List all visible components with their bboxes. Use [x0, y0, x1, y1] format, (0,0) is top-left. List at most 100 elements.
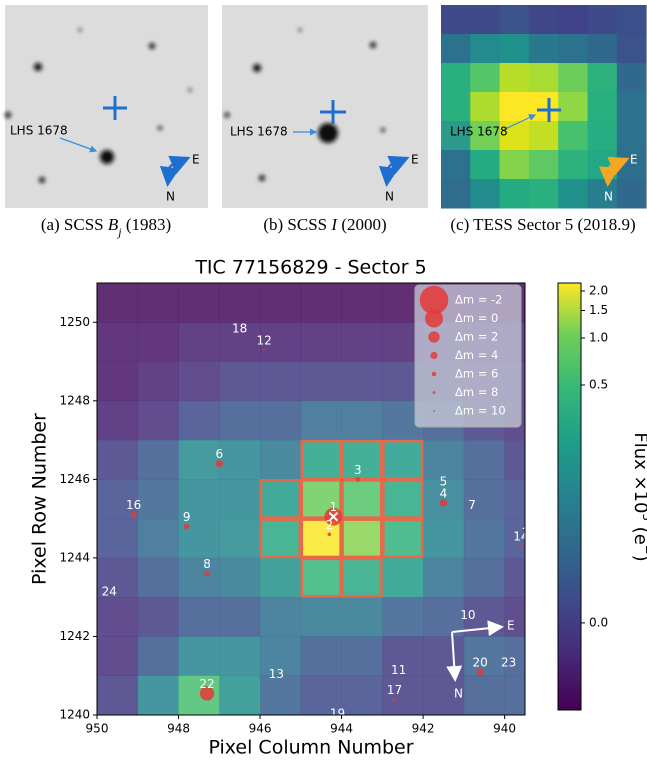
- x-tick-label: 944: [330, 722, 353, 736]
- colorbar-segment: [558, 596, 581, 600]
- pixel: [423, 519, 464, 559]
- star-label: 19: [330, 706, 345, 720]
- colorbar-segment: [558, 607, 581, 611]
- image-pixel: [441, 150, 471, 180]
- star: [263, 349, 265, 351]
- pixel: [97, 440, 138, 480]
- pixel: [342, 636, 383, 676]
- star-label: 12: [256, 333, 271, 347]
- colorbar-segment: [558, 450, 581, 454]
- colorbar-segment: [558, 283, 581, 287]
- image-pixel: [529, 121, 559, 151]
- star: [393, 698, 396, 701]
- pixel: [260, 440, 301, 480]
- colorbar-segment: [558, 294, 581, 298]
- colorbar-segment: [558, 632, 581, 636]
- north-arrow: [608, 167, 609, 182]
- image-pixel: [529, 5, 559, 35]
- image-pixel: [500, 5, 530, 35]
- pixel: [179, 322, 220, 362]
- colorbar-segment: [558, 315, 581, 319]
- image-pixel: [470, 179, 500, 209]
- colorbar-segment: [558, 493, 581, 497]
- x-tick-label: 940: [493, 722, 516, 736]
- east-label: E: [411, 153, 419, 167]
- colorbar-segment: [558, 397, 581, 401]
- legend-label: Δm = 0: [455, 311, 498, 325]
- text-part: (a) SCSS: [41, 215, 108, 234]
- pixel: [342, 676, 383, 716]
- image-pixel: [558, 179, 588, 209]
- pixel: [219, 283, 260, 323]
- colorbar-segment: [558, 436, 581, 440]
- colorbar-segment: [558, 617, 581, 621]
- star-label: 11: [391, 663, 406, 677]
- colorbar-segment: [558, 489, 581, 493]
- pixel: [97, 322, 138, 362]
- pixel: [97, 362, 138, 402]
- pixel: [301, 597, 342, 637]
- pixel: [138, 362, 179, 402]
- pixel: [260, 401, 301, 441]
- colorbar-segment: [558, 390, 581, 394]
- colorbar-segment: [558, 650, 581, 654]
- colorbar-segment: [558, 571, 581, 575]
- image-pixel: [529, 150, 559, 180]
- text-part: −: [641, 545, 647, 555]
- image-pixel: [617, 179, 647, 209]
- pixel: [179, 440, 220, 480]
- colorbar-segment: [558, 443, 581, 447]
- colorbar-segment: [558, 557, 581, 561]
- colorbar-segment: [558, 432, 581, 436]
- pixel: [138, 401, 179, 441]
- image-pixel: [529, 179, 559, 209]
- image-pixel: [470, 92, 500, 122]
- pixel: [138, 636, 179, 676]
- pixel: [382, 440, 423, 480]
- image-pixel: [441, 63, 471, 93]
- pixel: [219, 519, 260, 559]
- colorbar-segment: [558, 628, 581, 632]
- legend-marker: [428, 331, 439, 342]
- colorbar-segment: [558, 311, 581, 315]
- pixel: [301, 558, 342, 598]
- colorbar-segment: [558, 429, 581, 433]
- pixel: [219, 440, 260, 480]
- star: [356, 477, 361, 482]
- image-pixel: [558, 92, 588, 122]
- image-pixel: [441, 34, 471, 64]
- image-pixel: [617, 121, 647, 151]
- colorbar-segment: [558, 525, 581, 529]
- image-pixel: [470, 5, 500, 35]
- star-label: 7: [468, 498, 476, 512]
- colorbar-segment: [558, 521, 581, 525]
- image-pixel: [441, 92, 471, 122]
- colorbar-segment: [558, 343, 581, 347]
- pixel: [97, 676, 138, 716]
- caption-a: (a) SCSS Bj (1983): [41, 215, 171, 239]
- star: [328, 533, 332, 537]
- colorbar-segment: [558, 415, 581, 419]
- north-label: N: [454, 687, 463, 701]
- colorbar-segment: [558, 472, 581, 476]
- legend-label: Δm = 2: [455, 330, 498, 344]
- y-tick-label: 1242: [59, 629, 90, 643]
- pixel: [342, 597, 383, 637]
- colorbar-segment: [558, 539, 581, 543]
- star-label: 15: [521, 526, 536, 540]
- colorbar-segment: [558, 479, 581, 483]
- colorbar-tick-label: 1.0: [589, 330, 608, 344]
- star: [204, 571, 210, 577]
- colorbar-segment: [558, 514, 581, 518]
- image-pixel: [529, 92, 559, 122]
- star-label: 2: [326, 518, 334, 532]
- colorbar-segment: [558, 678, 581, 682]
- panel-a: LHS 1678 E N: [5, 5, 208, 208]
- caption-c: (c) TESS Sector 5 (2018.9): [450, 215, 635, 234]
- colorbar-segment: [558, 674, 581, 678]
- y-tick-label: 1240: [59, 708, 90, 722]
- image-pixel: [500, 92, 530, 122]
- colorbar-segment: [558, 422, 581, 426]
- text-part: (b) SCSS: [263, 215, 331, 234]
- image-pixel: [617, 63, 647, 93]
